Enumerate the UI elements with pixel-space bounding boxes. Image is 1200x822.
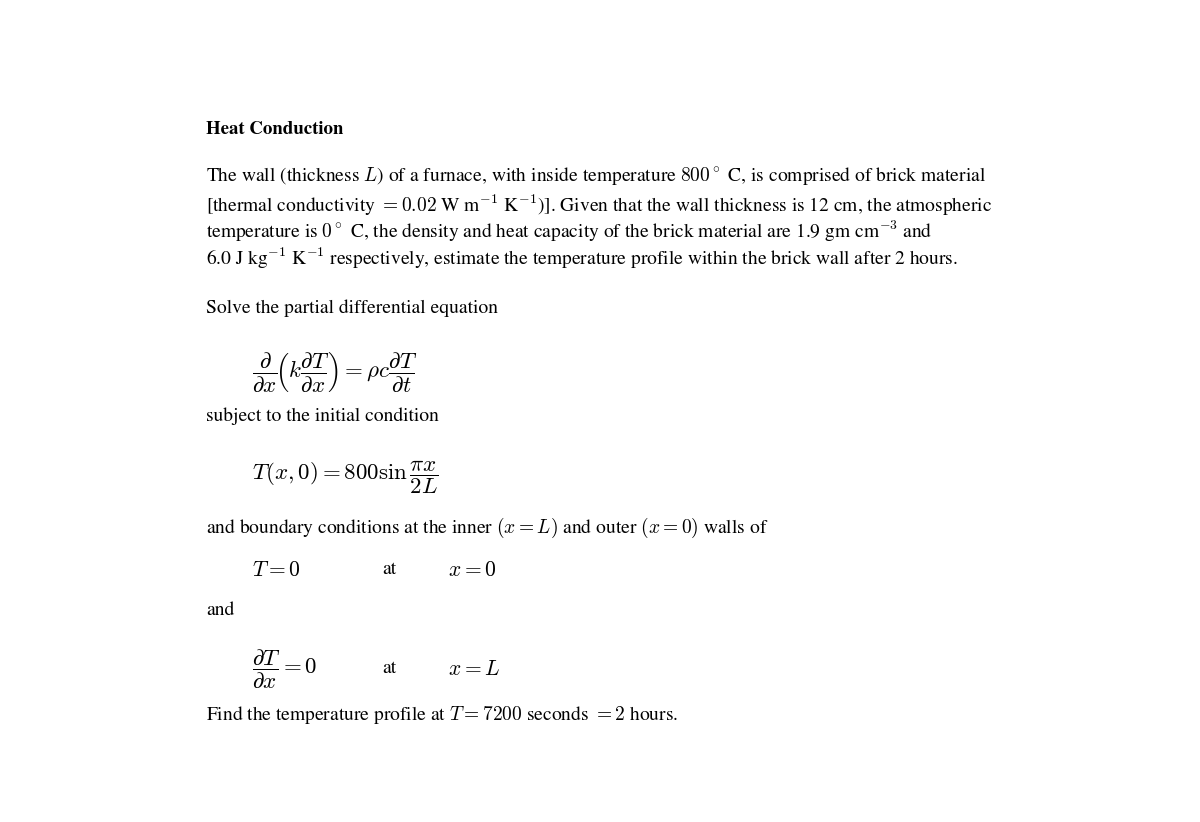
Text: and: and	[206, 603, 234, 619]
Text: Heat Conduction: Heat Conduction	[206, 121, 343, 138]
Text: at: at	[383, 561, 397, 578]
Text: $\dfrac{\partial}{\partial x}\!\left(k\dfrac{\partial T}{\partial x}\right) = \r: $\dfrac{\partial}{\partial x}\!\left(k\d…	[252, 350, 418, 395]
Text: Solve the partial differential equation: Solve the partial differential equation	[206, 299, 498, 317]
Text: 6.0 J kg$^{-1}$ K$^{-1}$ respectively, estimate the temperature profile within t: 6.0 J kg$^{-1}$ K$^{-1}$ respectively, e…	[206, 246, 958, 271]
Text: $T(x,0) = 800\sin\dfrac{\pi x}{2L}$: $T(x,0) = 800\sin\dfrac{\pi x}{2L}$	[252, 459, 439, 496]
Text: $x = 0$: $x = 0$	[448, 561, 496, 581]
Text: at: at	[383, 660, 397, 677]
Text: temperature is $0^\circ$ C, the density and heat capacity of the brick material : temperature is $0^\circ$ C, the density …	[206, 219, 932, 244]
Text: $x = L$: $x = L$	[448, 660, 500, 680]
Text: [thermal conductivity $= 0.02$ W m$^{-1}$ K$^{-1}$)]. Given that the wall thickn: [thermal conductivity $= 0.02$ W m$^{-1}…	[206, 192, 992, 218]
Text: and boundary conditions at the inner $(x = L)$ and outer $(x = 0)$ walls of: and boundary conditions at the inner $(x…	[206, 515, 768, 540]
Text: The wall (thickness $L$) of a furnace, with inside temperature $800^\circ$ C, is: The wall (thickness $L$) of a furnace, w…	[206, 166, 986, 188]
Text: subject to the initial condition: subject to the initial condition	[206, 408, 439, 425]
Text: $\dfrac{\partial T}{\partial x} = 0$: $\dfrac{\partial T}{\partial x} = 0$	[252, 648, 318, 690]
Text: Find the temperature profile at $T = 7200$ seconds $= 2$ hours.: Find the temperature profile at $T = 720…	[206, 704, 678, 727]
Text: $T = 0$: $T = 0$	[252, 561, 301, 581]
